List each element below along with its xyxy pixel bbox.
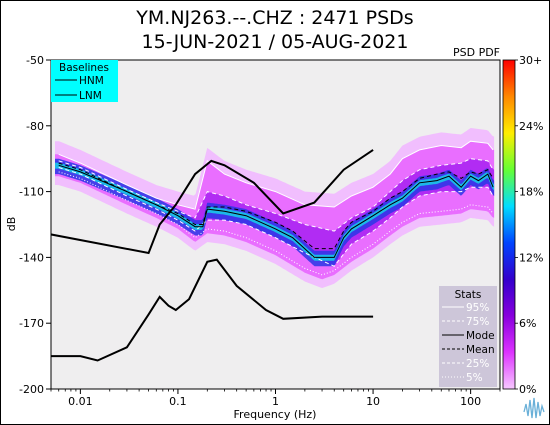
colorbar-tick-label: 18% [519,186,543,199]
y-tick-label: -140 [19,251,44,264]
colorbar-tick-label: 24% [519,120,543,133]
y-axis-label: dB [5,217,18,232]
chart-title: YM.NJ263.--.CHZ : 2471 PSDs [136,7,414,29]
y-tick-label: -200 [19,383,44,396]
x-axis-label: Frequency (Hz) [234,408,317,421]
colorbar [502,59,516,390]
pdf-band-75 [55,158,495,267]
mode-legend-label: Mode [466,330,495,342]
pdf-density-cloud [55,128,495,288]
p5-legend-label: 5% [466,372,483,384]
x-tick-label: 1 [272,395,279,408]
colorbar-tick-label: 30+ [519,54,542,67]
baselines-legend-title: Baselines [59,62,109,74]
95pct-line [58,140,494,210]
stats-legend-box [439,286,497,387]
colorbar-ticks: 30+ 24% 18% 12% 6% 0% [515,54,543,396]
baselines-legend: Baselines HNM LNM [51,60,118,102]
mode-line [58,164,494,258]
x-tick-label: 0.1 [169,395,187,408]
colorbar-tick-label: 12% [519,251,543,264]
y-axis: -50 -80 -110 -140 -170 -200 [19,54,51,396]
x-axis: 0.01 0.1 1 10 100 [50,389,501,408]
x-tick-label: 0.01 [68,395,93,408]
75pct-line [58,158,494,232]
p95-legend-label: 95% [466,302,489,314]
colorbar-title: PSD PDF [453,46,500,59]
logo-icon [523,397,545,419]
hnm-line [51,149,374,255]
x-tick-label: 10 [366,395,380,408]
y-tick-label: -110 [19,186,44,199]
x-tick-label: 100 [460,395,481,408]
mean-legend-label: Mean [466,344,495,356]
chart-lines [51,140,494,362]
y-tick-label: -50 [26,54,44,67]
25pct-line [58,167,494,267]
stats-legend: Stats 95% 75% Mode Mean 25% 5% [439,286,497,387]
stats-legend-title: Stats [455,289,482,301]
colorbar-tick-label: 6% [519,317,536,330]
hnm-legend-label: HNM [79,75,104,87]
p75-legend-label: 75% [466,316,489,328]
chart-subtitle: 15-JUN-2021 / 05-AUG-2021 [141,31,409,53]
lnm-line [51,258,374,362]
mean-line [58,162,494,250]
y-tick-label: -170 [19,317,44,330]
p25-legend-label: 25% [466,358,489,370]
y-tick-label: -80 [26,120,44,133]
lnm-legend-label: LNM [79,90,102,102]
pdf-band-95 [55,141,495,280]
colorbar-tick-label: 0% [519,383,536,396]
